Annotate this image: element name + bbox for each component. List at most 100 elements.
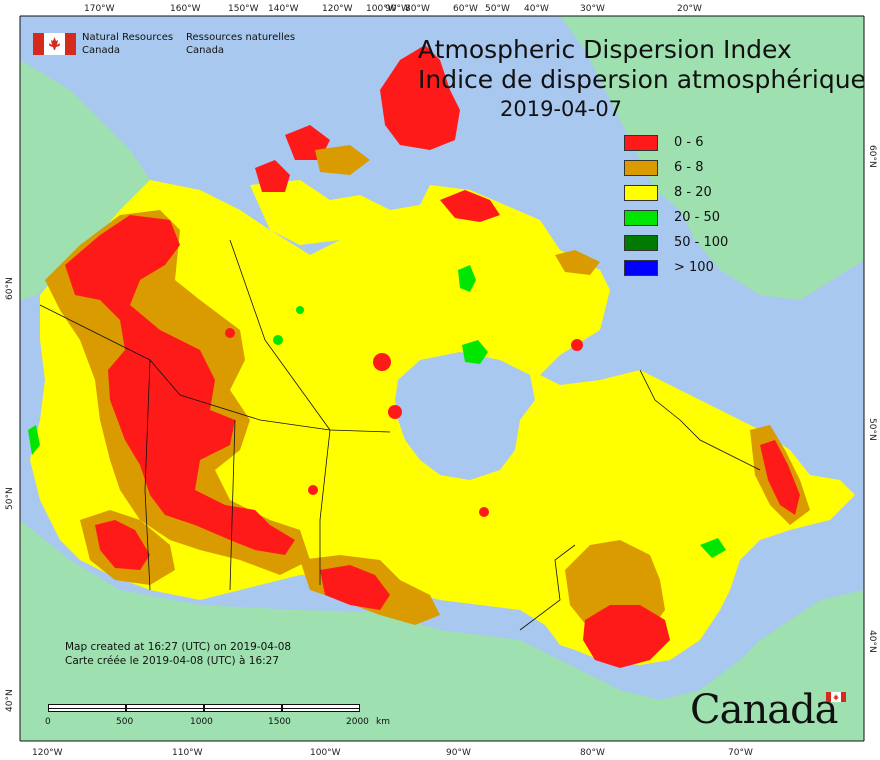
agency-name-en: Natural Resources Canada xyxy=(82,31,173,57)
title-fr: Indice de dispersion atmosphérique xyxy=(418,65,866,94)
labrador-red xyxy=(760,440,800,515)
map-title: Atmospheric Dispersion Index Indice de d… xyxy=(418,35,866,122)
graticule-ticks xyxy=(19,15,865,742)
red-spot-6 xyxy=(388,405,402,419)
legend-label: 0 - 6 xyxy=(674,135,704,150)
greenland xyxy=(560,16,864,300)
ellesmere-red xyxy=(380,45,460,150)
legend-swatch xyxy=(624,210,658,226)
west-red xyxy=(65,215,295,555)
bottom-tick-label: 80°W xyxy=(580,748,605,758)
top-tick-label: 50°W xyxy=(485,4,510,14)
red-spot-1 xyxy=(373,353,391,371)
right-tick-label: 50°N xyxy=(867,418,877,441)
right-tick-label: 40°N xyxy=(867,630,877,653)
legend-swatch xyxy=(624,260,658,276)
creation-note: Map created at 16:27 (UTC) on 2019-04-08… xyxy=(65,640,291,668)
east-red xyxy=(583,605,670,668)
hudson-bay xyxy=(395,352,535,480)
provincial-borders xyxy=(39,239,761,631)
alaska xyxy=(20,60,150,300)
title-en: Atmospheric Dispersion Index xyxy=(418,35,792,64)
agency-name-en-line2: Canada xyxy=(82,45,121,56)
agency-name-en-line1: Natural Resources xyxy=(82,32,174,43)
top-tick-label: 80°W xyxy=(405,4,430,14)
top-tick-label: 20°W xyxy=(677,4,702,14)
legend-swatch xyxy=(624,160,658,176)
agency-name-fr: Ressources naturelles Canada xyxy=(186,31,295,57)
legend-row: 0 - 6 xyxy=(624,134,764,159)
arctic-red-3 xyxy=(255,160,290,192)
title-date: 2019-04-07 xyxy=(500,97,623,121)
legend-swatch xyxy=(624,185,658,201)
bottom-tick-label: 90°W xyxy=(446,748,471,758)
top-tick-label: 40°W xyxy=(524,4,549,14)
legend-label: 8 - 20 xyxy=(674,185,712,200)
top-tick-label: 120°W xyxy=(322,4,353,14)
scale-label: 0 xyxy=(45,717,51,727)
scale-bar: 0 500 1000 1500 2000 km xyxy=(44,702,394,730)
right-tick-label: 60°N xyxy=(867,145,877,168)
baffin-red xyxy=(440,190,500,222)
left-tick-labels: 60°N 50°N 40°N xyxy=(5,277,15,712)
legend-row: 20 - 50 xyxy=(624,209,764,234)
sw-red xyxy=(95,520,150,570)
agency-signature: Natural Resources Canada Ressources natu… xyxy=(33,31,303,61)
green-1 xyxy=(462,340,488,364)
prairie-red xyxy=(320,565,390,610)
legend-label: 50 - 100 xyxy=(674,235,729,250)
canada-flag-icon xyxy=(33,33,76,55)
legend-row: 6 - 8 xyxy=(624,159,764,184)
scale-label: 1000 xyxy=(190,717,213,727)
top-tick-label: 170°W xyxy=(84,4,115,14)
scale-label: 2000 xyxy=(346,717,369,727)
legend-label: 20 - 50 xyxy=(674,210,721,225)
red-spot-4 xyxy=(225,328,235,338)
legend-row: > 100 xyxy=(624,259,764,284)
top-tick-label: 60°W xyxy=(453,4,478,14)
bottom-tick-label: 70°W xyxy=(728,748,753,758)
left-tick-label: 50°N xyxy=(5,487,15,510)
red-spot-3 xyxy=(571,339,583,351)
scale-label: 1500 xyxy=(268,717,291,727)
agency-name-fr-line1: Ressources naturelles xyxy=(186,32,296,43)
scale-segment xyxy=(48,708,360,712)
canada-wordmark: Canada xyxy=(690,687,839,733)
green-2 xyxy=(458,265,476,292)
agency-name-fr-line2: Canada xyxy=(186,45,225,56)
wordmark-flag-icon xyxy=(826,692,846,702)
creation-note-en: Map created at 16:27 (UTC) on 2019-04-08 xyxy=(65,641,292,653)
legend-swatch xyxy=(624,235,658,251)
red-spot-2 xyxy=(479,507,489,517)
left-tick-label: 60°N xyxy=(5,277,15,300)
bottom-tick-label: 110°W xyxy=(172,748,203,758)
legend-label: > 100 xyxy=(674,260,714,275)
top-tick-label: 30°W xyxy=(580,4,605,14)
arctic-orange xyxy=(315,145,370,175)
top-tick-label: 150°W xyxy=(228,4,259,14)
baffin-orange xyxy=(555,250,600,275)
scale-unit: km xyxy=(376,717,390,727)
creation-note-fr: Carte créée le 2019-04-08 (UTC) à 16:27 xyxy=(65,655,280,667)
legend-swatch xyxy=(624,135,658,151)
top-tick-label: 140°W xyxy=(268,4,299,14)
legend-label: 6 - 8 xyxy=(674,160,704,175)
top-tick-labels: 170°W 160°W 150°W 140°W 120°W 100°W 90°W… xyxy=(84,4,702,14)
legend: 0 - 6 6 - 8 8 - 20 20 - 50 50 - 100 > 10… xyxy=(624,134,764,284)
legend-row: 8 - 20 xyxy=(624,184,764,209)
left-tick-label: 40°N xyxy=(5,689,15,712)
right-tick-labels: 60°N 50°N 40°N xyxy=(867,145,877,653)
usa xyxy=(20,520,864,741)
green-5 xyxy=(296,306,304,314)
green-3 xyxy=(700,538,726,558)
bottom-tick-labels: 120°W 110°W 100°W 90°W 80°W 70°W xyxy=(32,748,753,758)
green-6 xyxy=(28,425,40,455)
legend-row: 50 - 100 xyxy=(624,234,764,259)
red-spot-5 xyxy=(308,485,318,495)
top-tick-label: 100°W xyxy=(366,4,397,14)
scale-label: 500 xyxy=(116,717,134,727)
bottom-tick-label: 100°W xyxy=(310,748,341,758)
green-4 xyxy=(273,335,283,345)
